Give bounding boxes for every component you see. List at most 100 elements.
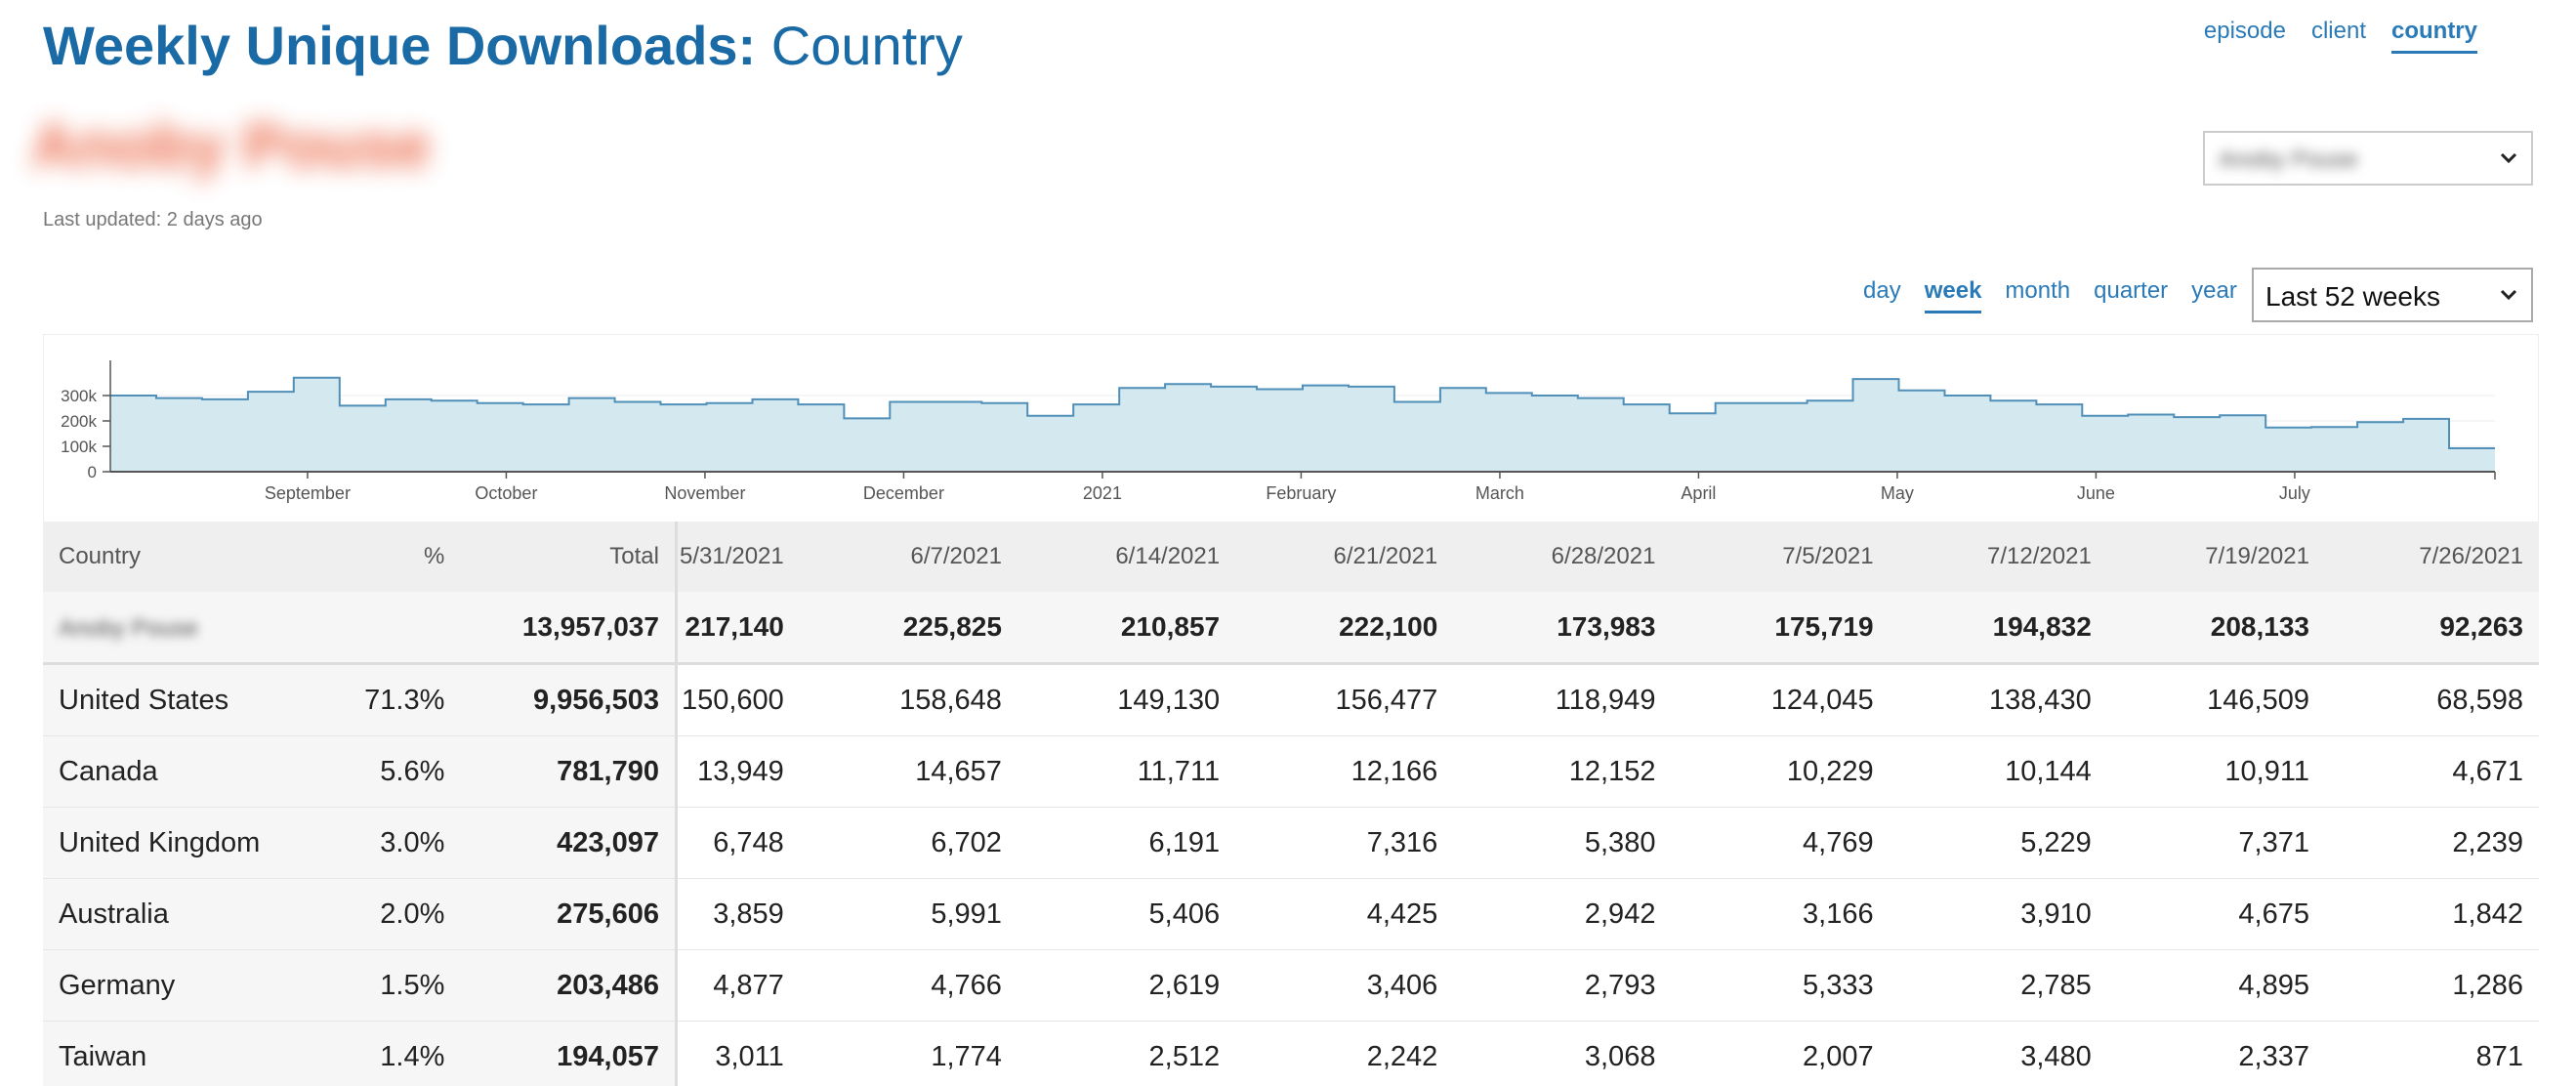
country-percent: 1.4% [341,1021,461,1086]
period-select[interactable]: Last 52 weeks [2252,268,2533,322]
summary-cell [341,592,461,665]
country-name: Canada [43,735,342,808]
page-title: Weekly Unique Downloads: Country [43,14,963,77]
summary-cell: 92,263 [2324,592,2539,665]
podcast-select[interactable]: Anoby Pouse [2203,131,2533,186]
country-name: Taiwan [43,1021,342,1086]
page-title-subject: Country [756,15,963,76]
table-row[interactable]: United States 71.3% 9,956,503 150,600 158,64… [43,663,2539,736]
column-header-total[interactable]: Total [460,522,678,592]
granularity-day[interactable]: day [1863,277,1901,304]
week-value: 146,509 [2106,663,2325,736]
week-value: 138,430 [1889,663,2107,736]
week-value: 2,512 [1017,1021,1236,1086]
column-header-week[interactable]: 7/5/2021 [1671,522,1890,592]
week-value: 1,842 [2324,878,2539,950]
granularity-quarter[interactable]: quarter [2094,277,2169,304]
table-row[interactable]: Australia 2.0% 275,606 3,859 5,991 5,406 4,425… [43,878,2539,950]
week-value: 2,242 [1235,1021,1454,1086]
column-header-week[interactable]: 6/21/2021 [1235,522,1454,592]
downloads-line [110,376,2495,449]
week-value: 3,011 [676,1021,800,1086]
column-header-week[interactable]: 7/26/2021 [2324,522,2539,592]
week-value: 4,671 [2324,735,2539,808]
x-tick-label: March [1475,483,1524,503]
column-header-country[interactable]: Country [43,522,342,592]
column-header-week[interactable]: 6/14/2021 [1017,522,1236,592]
table-row[interactable]: Taiwan 1.4% 194,057 3,011 1,774 2,512 2,242 3,0… [43,1021,2539,1086]
week-value: 4,425 [1235,878,1454,950]
summary-cell: 210,857 [1017,592,1236,665]
x-tick-label: February [1266,483,1336,503]
country-total: 275,606 [460,878,678,950]
table-header-row: Country% Total 5/31/2021 6/7/2021 6/14/2021 6… [43,522,2539,592]
granularity-nav: day week month quarter year [1863,277,2237,313]
granularity-month[interactable]: month [2005,277,2071,304]
summary-podcast-name-blurred: Anoby Pouse [59,615,198,642]
week-value: 5,991 [799,878,1018,950]
week-value: 10,144 [1889,735,2107,808]
y-tick-label: 200k [61,412,97,431]
week-value: 4,877 [676,949,800,1022]
y-tick-label: 300k [61,387,97,405]
week-value: 3,406 [1235,949,1454,1022]
country-name: United States [43,663,342,736]
week-value: 14,657 [799,735,1018,808]
summary-cell: 173,983 [1453,592,1672,665]
week-value: 4,769 [1671,807,1890,879]
breakdown-nav: episode client country [2204,18,2477,54]
week-value: 5,229 [1889,807,2107,879]
week-value: 2,337 [2106,1021,2325,1086]
column-header-week[interactable]: 5/31/2021 [676,522,800,592]
granularity-week[interactable]: week [1924,277,1982,313]
summary-cell: 222,100 [1235,592,1454,665]
week-value: 2,007 [1671,1021,1890,1086]
summary-cell: 225,825 [799,592,1018,665]
week-value: 3,068 [1453,1021,1672,1086]
downloads-chart-svg: 0 100k 200k 300k September October November Dec… [61,360,2496,503]
column-header-week[interactable]: 7/12/2021 [1889,522,2107,592]
nav-country[interactable]: country [2390,18,2477,54]
table-row[interactable]: Canada 5.6% 781,790 13,949 14,657 11,711 12,16… [43,735,2539,808]
x-tick-label: July [2279,483,2310,503]
downloads-area [110,377,2495,472]
week-value: 2,239 [2324,807,2539,879]
country-table-container: Country% Total 5/31/2021 6/7/2021 6/14/2021 6… [43,522,2539,1086]
country-total: 203,486 [460,949,678,1022]
week-value: 871 [2324,1021,2539,1086]
nav-episode[interactable]: episode [2203,18,2286,44]
week-value: 12,152 [1453,735,1672,808]
country-total: 194,057 [460,1021,678,1086]
week-value: 5,333 [1671,949,1890,1022]
summary-cell: 175,719 [1671,592,1890,665]
column-header-percent[interactable]: % [341,522,461,592]
summary-row: Anoby Pouse 13,957,037 217,140 225,825 210,8… [43,592,2539,665]
table-row[interactable]: Germany 1.5% 203,486 4,877 4,766 2,619 3,406 2,… [43,949,2539,1022]
week-value: 5,406 [1017,878,1236,950]
period-select-value: Last 52 weeks [2265,281,2440,312]
column-header-week[interactable]: 6/28/2021 [1453,522,1672,592]
country-table: Country% Total 5/31/2021 6/7/2021 6/14/2021 6… [43,522,2539,1086]
country-name: Germany [43,949,342,1022]
granularity-year[interactable]: year [2191,277,2237,304]
week-value: 7,371 [2106,807,2325,879]
y-tick-label: 100k [61,438,97,456]
chevron-down-icon [2500,152,2517,164]
summary-cell: 13,957,037 [460,592,678,665]
week-value: 1,286 [2324,949,2539,1022]
week-value: 6,191 [1017,807,1236,879]
column-header-week[interactable]: 7/19/2021 [2106,522,2325,592]
summary-cell: 194,832 [1889,592,2107,665]
column-header-week[interactable]: 6/7/2021 [799,522,1018,592]
nav-client[interactable]: client [2310,18,2366,44]
week-value: 3,480 [1889,1021,2107,1086]
country-name: United Kingdom [43,807,342,879]
week-value: 12,166 [1235,735,1454,808]
country-percent: 2.0% [341,878,461,950]
x-tick-label: September [265,483,351,503]
x-tick-label: June [2077,483,2115,503]
page-title-bold: Weekly Unique Downloads: [43,15,757,76]
week-value: 150,600 [676,663,800,736]
table-row[interactable]: United Kingdom 3.0% 423,097 6,748 6,702 6,191… [43,807,2539,879]
week-value: 2,942 [1453,878,1672,950]
